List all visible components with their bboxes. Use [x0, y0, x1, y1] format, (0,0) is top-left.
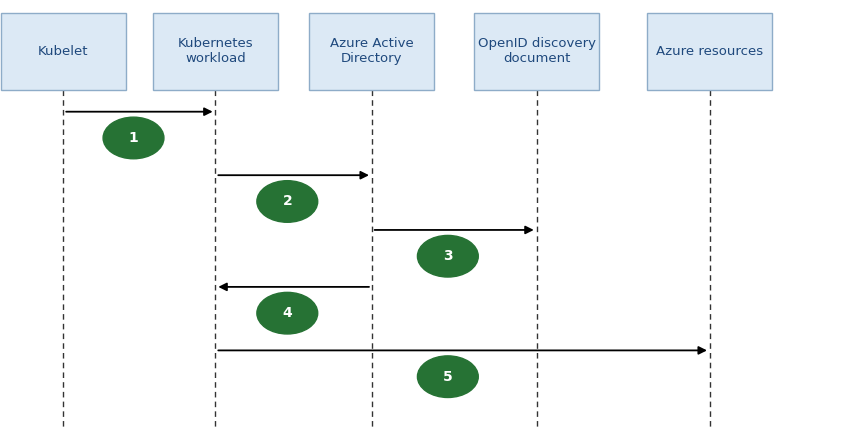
Text: Kubernetes
workload: Kubernetes workload	[177, 38, 253, 65]
Text: 1: 1	[128, 131, 138, 145]
Text: Azure resources: Azure resources	[656, 45, 762, 58]
Text: 3: 3	[442, 249, 452, 263]
Text: 5: 5	[442, 370, 452, 384]
FancyBboxPatch shape	[1, 13, 126, 90]
Ellipse shape	[417, 356, 478, 398]
FancyBboxPatch shape	[309, 13, 434, 90]
FancyBboxPatch shape	[153, 13, 278, 90]
FancyBboxPatch shape	[473, 13, 598, 90]
Ellipse shape	[417, 236, 478, 277]
Text: Kubelet: Kubelet	[38, 45, 89, 58]
FancyBboxPatch shape	[647, 13, 771, 90]
Text: 4: 4	[282, 306, 292, 320]
Ellipse shape	[257, 293, 317, 334]
Ellipse shape	[257, 181, 317, 223]
Ellipse shape	[103, 117, 164, 159]
Text: Azure Active
Directory: Azure Active Directory	[329, 38, 414, 65]
Text: 2: 2	[282, 194, 292, 208]
Text: OpenID discovery
document: OpenID discovery document	[477, 38, 595, 65]
